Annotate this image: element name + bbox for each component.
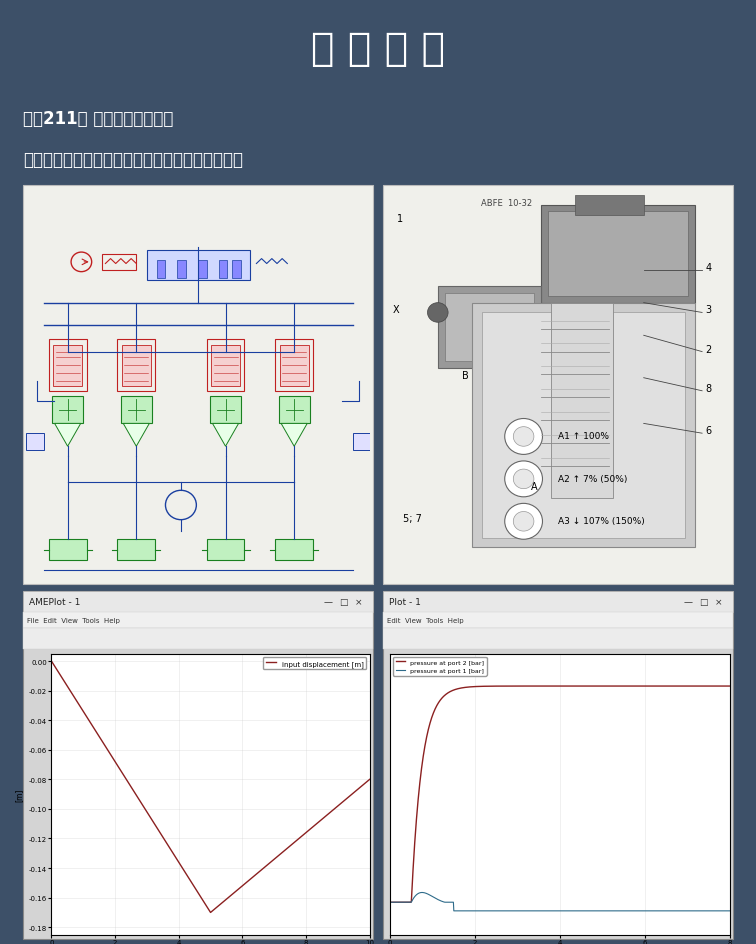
Bar xyxy=(23,613,373,629)
Circle shape xyxy=(513,512,534,531)
Text: ×: × xyxy=(714,598,722,606)
Bar xyxy=(210,396,241,424)
Text: 5; 7: 5; 7 xyxy=(404,514,423,524)
Text: www.jyeya.cn: www.jyeya.cn xyxy=(658,906,726,916)
Bar xyxy=(206,339,244,392)
Legend: pressure at port 2 [bar], pressure at port 1 [bar]: pressure at port 2 [bar], pressure at po… xyxy=(393,657,487,676)
Text: 本节课讲两通插装阀逻辑控制回路的原理和应用。: 本节课讲两通插装阀逻辑控制回路的原理和应用。 xyxy=(23,150,243,168)
Bar xyxy=(280,346,308,386)
Bar xyxy=(23,185,373,584)
Bar xyxy=(49,339,86,392)
Bar xyxy=(23,592,373,939)
Text: ABFE  10-32: ABFE 10-32 xyxy=(481,198,532,208)
Bar xyxy=(117,339,155,392)
Bar xyxy=(117,540,155,561)
Text: Edit  View  Tools  Help: Edit View Tools Help xyxy=(387,617,463,623)
Circle shape xyxy=(505,462,543,497)
Bar xyxy=(102,255,136,271)
Bar xyxy=(206,540,244,561)
Circle shape xyxy=(427,303,448,323)
Bar xyxy=(547,212,689,296)
Text: ×: × xyxy=(355,598,362,606)
Text: 2: 2 xyxy=(705,345,711,354)
Bar xyxy=(121,396,152,424)
Text: 爱液压: 爱液压 xyxy=(676,873,726,902)
Bar xyxy=(445,294,534,362)
Text: □: □ xyxy=(699,598,708,606)
Bar xyxy=(122,346,150,386)
Text: 《第211讲 逻辑阀控制回路》: 《第211讲 逻辑阀控制回路》 xyxy=(23,110,173,127)
Text: 8: 8 xyxy=(705,383,711,394)
Text: 4: 4 xyxy=(705,262,711,273)
Y-axis label: [m]: [m] xyxy=(14,787,23,801)
Bar xyxy=(575,195,644,215)
Text: B: B xyxy=(462,370,469,380)
Polygon shape xyxy=(212,424,239,447)
Text: —: — xyxy=(683,598,692,606)
Text: Plot - 1: Plot - 1 xyxy=(389,598,420,606)
Bar xyxy=(157,261,166,278)
Text: 3: 3 xyxy=(705,305,711,315)
Text: A1 ↑ 100%: A1 ↑ 100% xyxy=(558,431,609,441)
Bar xyxy=(275,540,313,561)
Bar xyxy=(279,396,310,424)
Bar xyxy=(275,339,313,392)
Text: X: X xyxy=(393,305,400,315)
Bar xyxy=(383,185,733,584)
Bar xyxy=(23,629,373,649)
Bar xyxy=(147,251,249,280)
Bar xyxy=(52,396,83,424)
Bar xyxy=(49,540,86,561)
Bar xyxy=(383,592,733,939)
Text: A2 ↑ 7% (50%): A2 ↑ 7% (50%) xyxy=(558,474,627,483)
Text: □: □ xyxy=(339,598,348,606)
Text: 1: 1 xyxy=(397,214,403,224)
Text: File  Edit  View  Tools  Help: File Edit View Tools Help xyxy=(27,617,120,623)
Circle shape xyxy=(513,428,534,447)
Bar xyxy=(383,629,733,649)
Legend: input displacement [m]: input displacement [m] xyxy=(263,657,366,669)
Bar xyxy=(198,261,206,278)
Text: A: A xyxy=(531,481,537,491)
Bar xyxy=(383,613,733,629)
Bar xyxy=(23,592,373,613)
Text: —: — xyxy=(324,598,333,606)
Bar xyxy=(472,303,696,548)
Bar xyxy=(482,313,685,538)
Polygon shape xyxy=(281,424,307,447)
Text: 详 情 介 绍: 详 情 介 绍 xyxy=(311,29,445,68)
Bar xyxy=(551,303,613,499)
Polygon shape xyxy=(123,424,150,447)
Bar xyxy=(352,433,370,450)
Bar xyxy=(232,261,241,278)
Bar xyxy=(26,433,44,450)
Bar xyxy=(438,287,541,368)
Text: AMEPlot - 1: AMEPlot - 1 xyxy=(29,598,80,606)
Circle shape xyxy=(505,504,543,540)
Text: A3 ↓ 107% (150%): A3 ↓ 107% (150%) xyxy=(558,516,645,526)
Bar xyxy=(178,261,186,278)
Bar xyxy=(53,346,82,386)
Bar xyxy=(383,592,733,613)
Text: 6: 6 xyxy=(705,426,711,436)
Bar xyxy=(218,261,228,278)
Bar xyxy=(211,346,240,386)
Polygon shape xyxy=(54,424,81,447)
Circle shape xyxy=(505,419,543,455)
Bar xyxy=(541,206,696,303)
Circle shape xyxy=(513,469,534,489)
